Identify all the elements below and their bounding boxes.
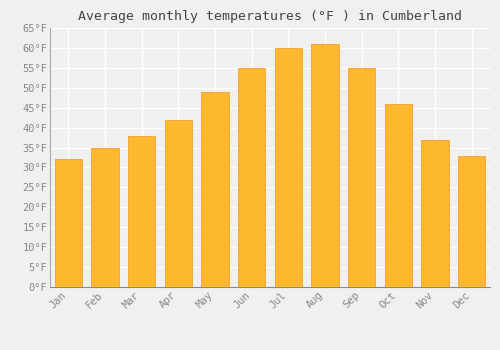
Bar	[128, 135, 156, 287]
Bar	[274, 48, 302, 287]
Bar	[421, 140, 448, 287]
Bar	[311, 44, 339, 287]
Bar	[384, 104, 412, 287]
Bar	[238, 68, 266, 287]
Bar	[54, 160, 82, 287]
Bar	[91, 148, 119, 287]
Title: Average monthly temperatures (°F ) in Cumberland: Average monthly temperatures (°F ) in Cu…	[78, 10, 462, 23]
Bar	[201, 92, 229, 287]
Bar	[164, 120, 192, 287]
Bar	[348, 68, 376, 287]
Bar	[458, 155, 485, 287]
